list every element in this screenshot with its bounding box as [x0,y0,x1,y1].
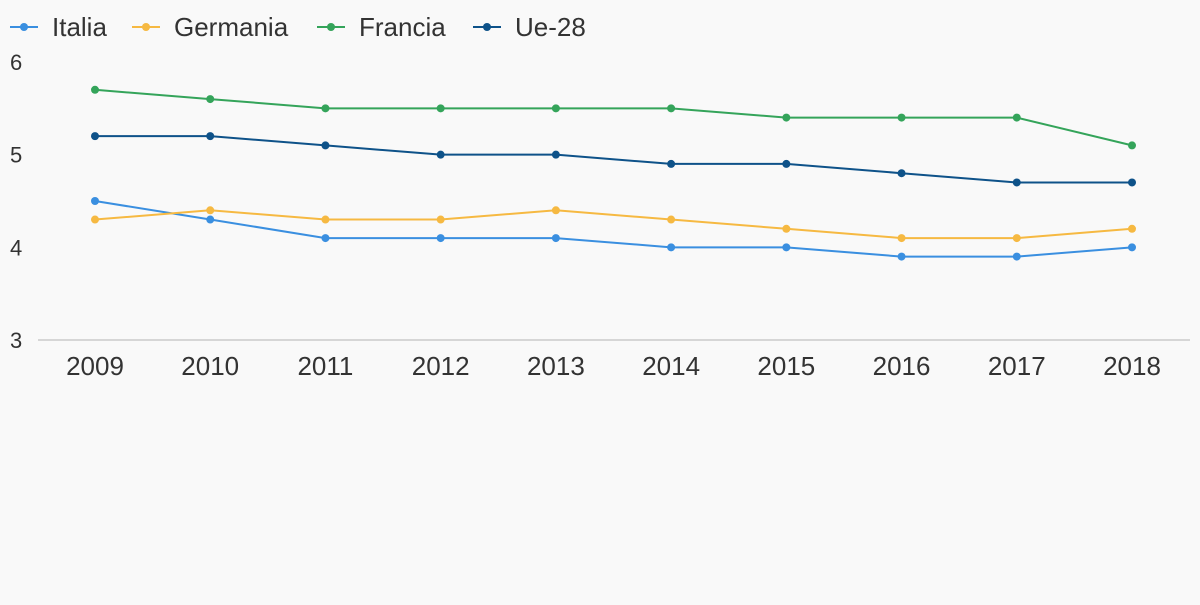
series-line-francia [94,88,1133,147]
data-point-francia[interactable] [897,113,906,122]
x-axis: 2009 2010 2011 2012 2013 2014 2015 2016 2017 2018 [66,351,1161,381]
series-line-italia [94,200,1133,258]
y-tick-label: 3 [10,328,22,353]
data-point-francia[interactable] [782,113,791,122]
x-tick-label: 2012 [412,351,470,381]
data-point-germania[interactable] [551,206,560,215]
data-point-italia[interactable] [551,234,560,243]
legend-item-francia[interactable]: Francia [317,12,446,42]
data-point-ue-28[interactable] [782,159,791,168]
data-point-francia[interactable] [1012,113,1021,122]
legend-item-germania[interactable]: Germania [132,12,289,42]
legend-dot-marker [20,23,28,31]
data-point-italia[interactable] [436,234,445,243]
data-point-francia[interactable] [321,104,330,113]
data-point-germania[interactable] [436,215,445,224]
y-tick-label: 6 [10,50,22,75]
data-point-ue-28[interactable] [321,141,330,150]
data-point-ue-28[interactable] [91,132,99,141]
x-tick-label: 2014 [642,351,700,381]
data-point-germania[interactable] [667,215,676,224]
data-point-ue-28[interactable] [551,150,560,159]
x-tick-label: 2015 [757,351,815,381]
data-point-italia[interactable] [321,234,330,243]
legend-label: Italia [52,12,107,42]
y-tick-label: 4 [10,235,22,260]
x-tick-label: 2010 [181,351,239,381]
data-point-ue-28[interactable] [667,159,676,168]
legend-label: Francia [359,12,446,42]
data-point-francia[interactable] [91,85,99,94]
data-point-ue-28[interactable] [1128,178,1136,187]
data-point-germania[interactable] [206,206,215,215]
data-point-italia[interactable] [1012,252,1021,261]
legend-item-ue-28[interactable]: Ue-28 [473,12,586,42]
legend-item-italia[interactable]: Italia [10,12,107,42]
x-tick-label: 2011 [297,351,353,381]
data-point-ue-28[interactable] [897,169,906,178]
series-italia [91,197,1136,261]
legend: Italia Germania Francia Ue-28 [10,12,586,42]
legend-label: Germania [174,12,289,42]
data-point-germania[interactable] [91,215,99,224]
data-point-ue-28[interactable] [1012,178,1021,187]
y-tick-label: 5 [10,143,22,168]
y-axis: 3 4 5 6 [10,50,22,353]
data-point-germania[interactable] [321,215,330,224]
data-point-italia[interactable] [897,252,906,261]
data-point-francia[interactable] [667,104,676,113]
data-point-francia[interactable] [1128,141,1136,150]
x-tick-label: 2013 [527,351,585,381]
x-tick-label: 2017 [988,351,1046,381]
legend-dot-marker [483,23,491,31]
data-point-ue-28[interactable] [206,132,215,141]
data-point-italia[interactable] [91,197,99,205]
data-point-italia[interactable] [667,243,676,252]
series-ue-28 [91,132,1136,187]
legend-dot-marker [327,23,335,31]
data-point-italia[interactable] [782,243,791,252]
data-point-italia[interactable] [1128,243,1136,252]
data-point-francia[interactable] [436,104,445,113]
data-point-germania[interactable] [782,224,791,233]
data-point-germania[interactable] [1012,234,1021,243]
x-tick-label: 2016 [873,351,931,381]
plot-area [91,85,1136,261]
series-germania [91,206,1136,243]
legend-label: Ue-28 [515,12,586,42]
legend-dot-marker [142,23,150,31]
series-line-germania [94,209,1133,240]
data-point-francia[interactable] [206,95,215,104]
data-point-germania[interactable] [897,234,906,243]
data-point-germania[interactable] [1128,224,1136,233]
data-point-italia[interactable] [206,215,215,224]
series-francia [91,85,1136,150]
x-tick-label: 2018 [1103,351,1161,381]
series-line-ue-28 [95,135,1132,184]
data-point-francia[interactable] [551,104,560,113]
data-point-ue-28[interactable] [436,150,445,159]
x-tick-label: 2009 [66,351,124,381]
